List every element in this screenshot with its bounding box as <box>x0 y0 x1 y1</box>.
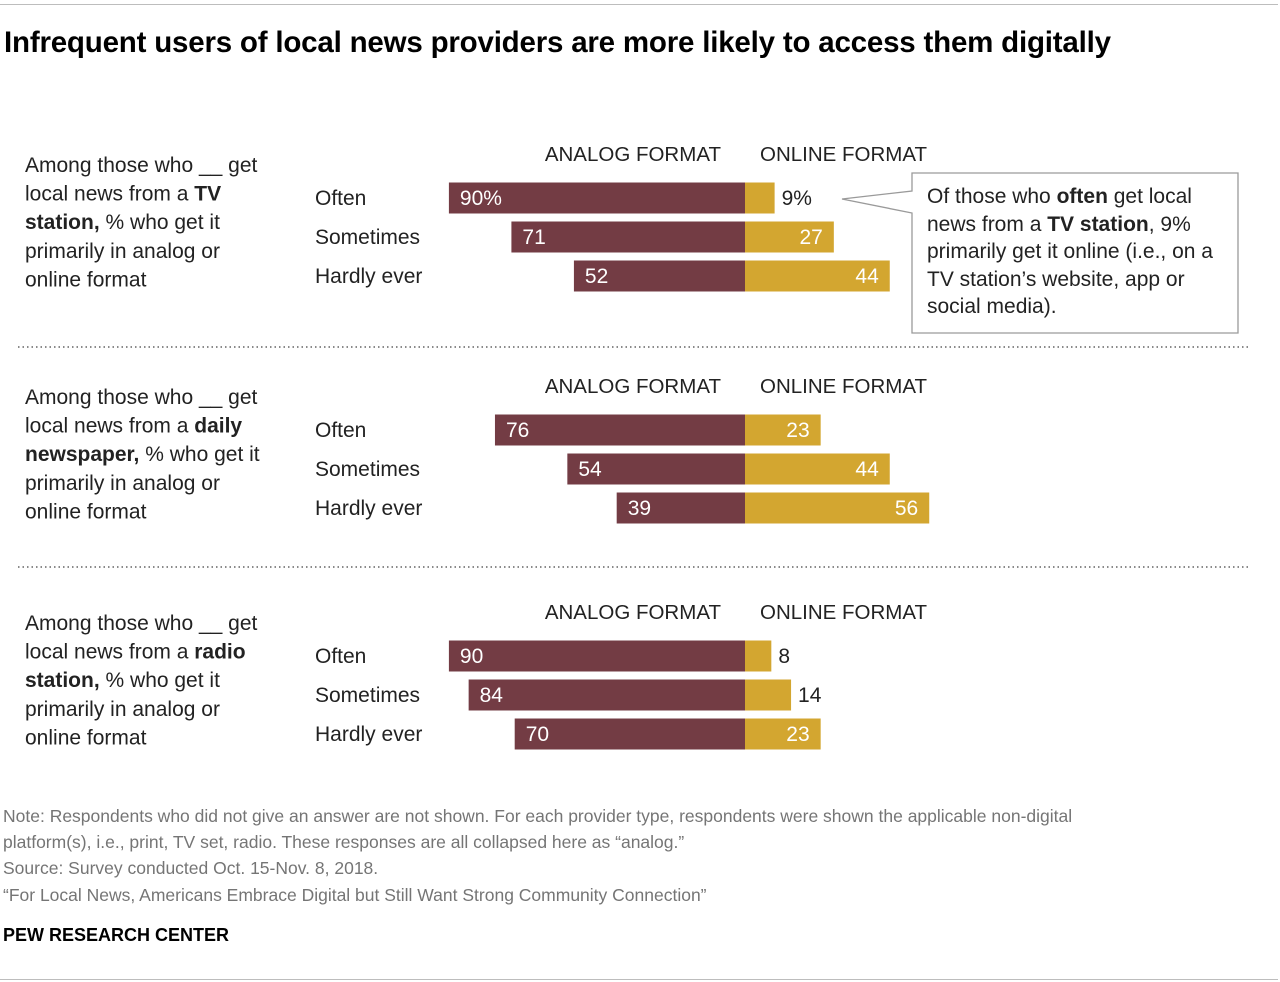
bar-analog <box>494 414 745 446</box>
bar-analog <box>573 260 745 292</box>
bar-analog <box>468 679 745 711</box>
row-label: Sometimes <box>315 226 420 249</box>
bar-online <box>745 414 821 446</box>
column-header-analog: ANALOG FORMAT <box>545 143 722 166</box>
bar-label-analog: 39 <box>628 497 651 520</box>
organization-name: PEW RESEARCH CENTER <box>3 925 230 945</box>
bar-label-online: 23 <box>786 419 809 442</box>
note-line-1: Note: Respondents who did not give an an… <box>3 806 1073 826</box>
bar-label-analog: 71 <box>522 226 545 249</box>
callout-text-bold-often: often <box>1056 185 1108 208</box>
chart-figure: ANALOG FORMAT ONLINE FORMAT Among those wh… <box>18 143 1250 750</box>
bar-analog <box>567 453 745 485</box>
bar-online <box>745 221 834 253</box>
bar-online <box>745 182 775 214</box>
row-label: Often <box>315 187 366 210</box>
bar-label-analog: 54 <box>578 458 602 481</box>
bar-label-analog: 52 <box>585 265 608 288</box>
callout-text-suffix: , 9% primarily get it online (i.e., on a… <box>927 212 1213 319</box>
bar-label-online: 56 <box>895 497 918 520</box>
source-line: Source: Survey conducted Oct. 15-Nov. 8,… <box>3 858 379 878</box>
bar-online <box>745 640 772 672</box>
panel-description: Among those who __ get local news from a … <box>25 612 258 749</box>
column-header-analog: ANALOG FORMAT <box>545 375 722 398</box>
bar-online <box>745 260 890 292</box>
bar-label-online: 9% <box>782 187 812 210</box>
callout-text-middle: get local news from a <box>927 185 1192 236</box>
row-label: Often <box>315 645 366 668</box>
bar-label-analog: 70 <box>526 723 549 746</box>
bar-online <box>745 718 821 750</box>
bar-label-online: 8 <box>778 645 790 668</box>
bar-online <box>745 679 792 711</box>
bar-label-analog: 90% <box>460 187 502 210</box>
panel-description: Among those who __ get local news from a … <box>25 386 260 523</box>
callout-annotation: Of those who often get local news from a… <box>912 173 1238 333</box>
bar-analog <box>448 182 745 214</box>
bar-online <box>745 492 930 524</box>
bar-label-online: 44 <box>855 458 879 481</box>
row-label: Hardly ever <box>315 497 422 520</box>
bar-label-online: 27 <box>799 226 822 249</box>
column-header-online: ONLINE FORMAT <box>760 375 928 398</box>
bar-label-online: 44 <box>855 265 879 288</box>
note-line-2: platform(s), i.e., print, TV set, radio.… <box>3 832 685 852</box>
row-label: Hardly ever <box>315 723 422 746</box>
bar-label-online: 14 <box>798 684 822 707</box>
row-label: Sometimes <box>315 684 420 707</box>
bar-online <box>745 453 890 485</box>
row-label: Sometimes <box>315 458 420 481</box>
panel-description: Among those who __ get local news from a … <box>25 154 258 291</box>
bottom-rule <box>0 979 1278 980</box>
top-rule <box>0 4 1278 5</box>
callout-box <box>841 172 1239 334</box>
callout-text-bold-tv-station: TV station <box>1047 212 1149 236</box>
column-header-online: ONLINE FORMAT <box>760 601 928 624</box>
citation-line: “For Local News, Americans Embrace Digit… <box>3 885 707 905</box>
bar-analog <box>511 221 745 253</box>
bar-analog <box>616 492 745 524</box>
row-label: Hardly ever <box>315 265 422 288</box>
bar-label-online: 23 <box>786 723 809 746</box>
bar-analog <box>448 640 745 672</box>
chart-title: Infrequent users of local news providers… <box>4 26 1111 59</box>
callout-text-prefix: Of those who <box>927 185 1057 208</box>
bar-label-analog: 76 <box>506 419 529 442</box>
bar-analog <box>514 718 745 750</box>
column-header-analog: ANALOG FORMAT <box>545 601 722 624</box>
bar-label-analog: 84 <box>480 684 504 707</box>
column-header-online: ONLINE FORMAT <box>760 143 928 166</box>
row-label: Often <box>315 419 366 442</box>
bar-label-analog: 90 <box>460 645 483 668</box>
